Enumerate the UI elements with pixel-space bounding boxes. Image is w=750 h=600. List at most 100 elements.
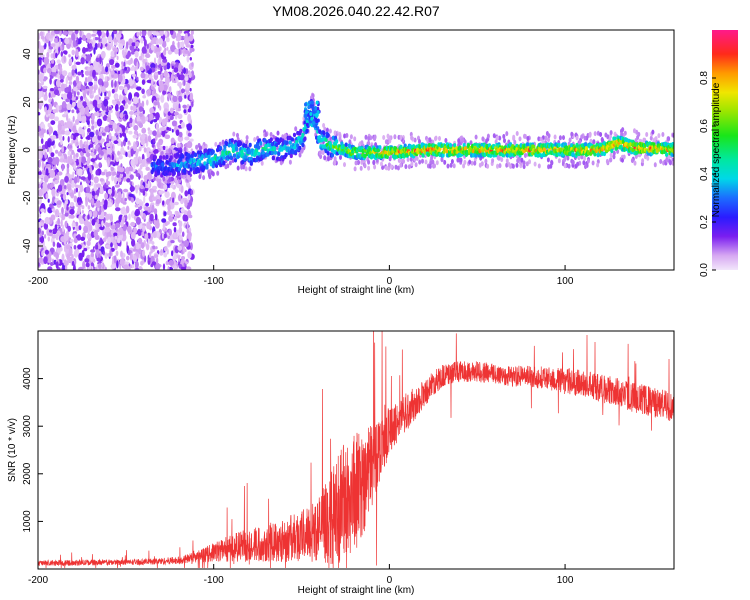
noise-blob: [93, 60, 99, 69]
noise-blob: [64, 87, 70, 94]
noise-blob: [105, 142, 111, 148]
signal-blob: [294, 149, 298, 154]
noise-blob: [155, 256, 159, 264]
noise-blob: [73, 233, 76, 240]
signal-blob: [187, 164, 191, 169]
signal-blob: [156, 169, 161, 174]
noise-blob: [164, 134, 170, 139]
noise-blob: [152, 245, 156, 250]
halo-blob: [409, 156, 413, 162]
noise-blob: [105, 223, 110, 228]
noise-blob: [119, 112, 124, 119]
noise-blob: [68, 174, 74, 179]
noise-blob: [187, 194, 191, 201]
noise-blob: [114, 243, 118, 251]
signal-blob: [593, 152, 597, 157]
noise-blob: [97, 223, 101, 228]
noise-blob: [158, 141, 163, 146]
halo-blob: [367, 140, 371, 146]
noise-blob: [59, 158, 65, 163]
noise-blob: [60, 130, 66, 135]
halo-blob: [550, 160, 554, 166]
noise-blob: [131, 239, 136, 247]
noise-blob: [101, 37, 108, 45]
noise-blob: [94, 121, 98, 129]
halo-blob: [518, 136, 522, 142]
noise-blob: [89, 143, 94, 148]
noise-blob: [110, 79, 114, 88]
noise-blob: [116, 260, 119, 269]
noise-blob: [142, 58, 146, 64]
noise-blob: [152, 30, 156, 35]
noise-blob: [116, 111, 120, 119]
halo-blob: [260, 160, 264, 166]
signal-blob: [198, 159, 202, 164]
noise-blob: [177, 41, 180, 49]
noise-blob: [141, 249, 146, 257]
noise-blob: [97, 30, 102, 37]
noise-blob: [145, 166, 150, 171]
noise-blob: [151, 143, 155, 148]
noise-blob: [81, 210, 84, 214]
halo-blob: [253, 137, 257, 142]
signal-blob: [613, 136, 617, 142]
halo-blob: [174, 177, 178, 183]
halo-blob: [349, 134, 353, 140]
noise-blob: [102, 114, 108, 121]
noise-blob: [134, 50, 139, 58]
noise-blob: [110, 127, 114, 132]
noise-blob: [115, 250, 119, 257]
noise-blob: [180, 121, 185, 129]
noise-blob: [165, 37, 170, 43]
noise-blob: [174, 48, 179, 55]
noise-blob: [160, 94, 165, 103]
halo-blob: [645, 132, 649, 137]
halo-blob: [593, 131, 597, 137]
noise-blob: [113, 232, 118, 237]
noise-blob: [179, 74, 185, 81]
noise-blob: [140, 72, 146, 79]
noise-blob: [71, 64, 77, 71]
noise-blob: [163, 183, 168, 191]
noise-blob: [143, 196, 146, 204]
halo-blob: [390, 164, 393, 170]
noise-blob: [121, 64, 124, 70]
noise-blob: [98, 88, 101, 96]
spectrogram-marks: [38, 30, 674, 270]
noise-blob: [171, 65, 174, 70]
noise-blob: [146, 221, 151, 230]
signal-blob: [344, 142, 348, 147]
noise-blob: [73, 152, 76, 159]
noise-blob: [130, 105, 134, 111]
noise-blob: [124, 66, 128, 71]
noise-blob: [69, 208, 75, 215]
noise-blob: [109, 161, 115, 165]
noise-blob: [169, 184, 175, 188]
noise-blob: [73, 188, 76, 195]
noise-blob: [143, 39, 147, 47]
noise-blob: [172, 95, 178, 103]
noise-blob: [71, 109, 74, 114]
halo-blob: [462, 163, 466, 169]
noise-blob: [150, 39, 155, 45]
noise-blob: [133, 80, 136, 89]
halo-blob: [373, 136, 377, 142]
noise-blob: [162, 145, 166, 151]
noise-blob: [42, 182, 48, 189]
signal-blob: [211, 149, 215, 154]
noise-blob: [71, 33, 76, 41]
halo-blob: [406, 157, 410, 162]
halo-blob: [399, 134, 403, 140]
noise-blob: [64, 38, 70, 45]
signal-blob: [172, 171, 176, 176]
signal-blob: [273, 150, 278, 155]
noise-blob: [178, 193, 182, 202]
noise-blob: [100, 238, 103, 245]
noise-blob: [141, 30, 147, 37]
noise-blob: [129, 117, 133, 124]
noise-blob: [90, 252, 95, 258]
signal-blob: [335, 139, 339, 144]
halo-blob: [430, 155, 434, 161]
signal-blob: [168, 171, 172, 176]
signal-blob: [227, 143, 231, 148]
